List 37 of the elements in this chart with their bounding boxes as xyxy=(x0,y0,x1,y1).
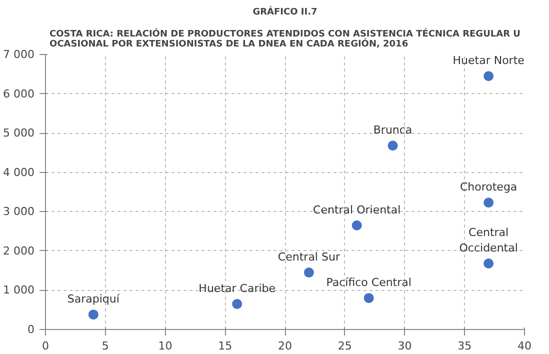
annotation: Central Sur xyxy=(278,250,340,264)
annotation: Chorotega xyxy=(460,180,518,194)
x-tick-label: 30 xyxy=(398,340,412,352)
annotation: Huetar Caribe xyxy=(198,282,276,295)
annotation: Huetar Norte xyxy=(452,54,525,68)
point xyxy=(88,310,98,320)
chart-subtitle: GRÁFICO II.7 xyxy=(252,6,318,18)
y-tick-label: 5 000 xyxy=(3,126,35,140)
x-tick-label: 0 xyxy=(42,340,49,352)
x-tick-label: 35 xyxy=(458,340,472,352)
point xyxy=(232,298,242,309)
x-tick-label: 40 xyxy=(518,340,532,352)
point xyxy=(484,258,494,268)
annotation: Central Oriental xyxy=(313,203,401,216)
annotation: Pacífico Central xyxy=(326,276,412,290)
annotation: Sarapiquí xyxy=(67,292,120,306)
point xyxy=(484,71,494,82)
point xyxy=(304,268,314,278)
point xyxy=(388,140,398,151)
y-tick-label: 1 000 xyxy=(3,284,35,297)
x-tick-label: 25 xyxy=(338,340,352,352)
y-tick-label: 2 000 xyxy=(3,244,35,258)
x-tick-label: 10 xyxy=(158,340,172,352)
x-tick-label: 20 xyxy=(278,340,292,352)
point xyxy=(352,220,362,230)
chart-title: COSTA RICA: RELACIÓN DE PRODUCTORES ATENDIDOS CON ASISTENCIA TÉCNICA REGULAR U OCASIONAL POR EXTENSIONISTAS DE LA DNEA EN CADA REGIÓN, 2016 xyxy=(50,28,520,50)
y-tick-label: 7 000 xyxy=(3,48,35,61)
point xyxy=(484,198,494,208)
x-tick-label: 15 xyxy=(218,340,232,352)
y-tick-label: 3 000 xyxy=(3,205,35,218)
point xyxy=(364,293,374,304)
y-tick-label: 4 000 xyxy=(3,166,35,179)
x-tick-label: 5 xyxy=(102,340,109,352)
y-tick-label: 6 000 xyxy=(3,87,35,100)
y-tick-label: 0 xyxy=(28,323,34,336)
annotation: Brunca xyxy=(373,124,412,137)
annotation: Central Occidental xyxy=(459,226,518,254)
